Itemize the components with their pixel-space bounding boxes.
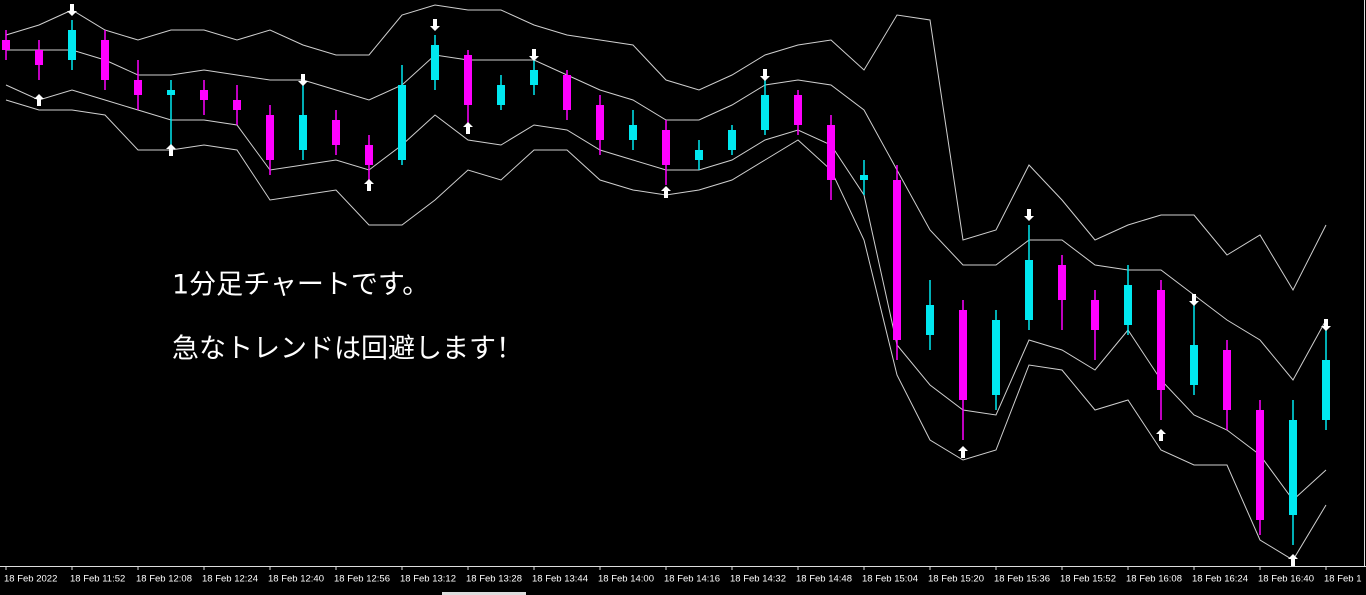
candle-body — [101, 40, 109, 80]
band-line — [5, 4, 1327, 292]
sell-arrow — [1189, 294, 1199, 306]
buy-arrow — [1156, 429, 1166, 441]
candle-body — [200, 90, 208, 100]
x-tick-label: 18 Feb 14:48 — [796, 574, 852, 585]
candle-body — [1157, 290, 1165, 390]
candle-body — [1289, 420, 1297, 515]
candle-body — [728, 130, 736, 150]
x-tick-label: 18 Feb 15:04 — [862, 574, 918, 585]
candle-body — [35, 50, 43, 65]
candle-body — [398, 85, 406, 160]
candle-body — [530, 70, 538, 85]
x-tick-label: 18 Feb 15:36 — [994, 574, 1050, 585]
candle-body — [332, 120, 340, 145]
candle-body — [68, 30, 76, 60]
candle-body — [233, 100, 241, 110]
x-tick-label: 18 Feb 13:44 — [532, 574, 588, 585]
candle-body — [431, 45, 439, 80]
buy-arrow — [661, 186, 671, 198]
candle-body — [1256, 410, 1264, 520]
candle-body — [662, 130, 670, 165]
x-tick-label: 18 Feb 16:40 — [1258, 574, 1314, 585]
sell-arrow — [1024, 209, 1034, 221]
candle-body — [563, 75, 571, 110]
sell-arrow — [529, 49, 539, 61]
annotation: 急なトレンドは回避します！ — [172, 334, 523, 365]
x-tick-label: 18 Feb 14:00 — [598, 574, 654, 585]
candle-body — [1223, 350, 1231, 410]
candle-body — [794, 95, 802, 125]
candle-body — [299, 115, 307, 150]
x-tick-label: 18 Feb 11:52 — [70, 574, 125, 585]
candle-body — [827, 125, 835, 180]
candle-body — [1124, 285, 1132, 325]
candle-body — [497, 85, 505, 105]
buy-arrow — [34, 94, 44, 106]
candle-body — [266, 115, 274, 160]
buy-arrow — [166, 144, 176, 156]
buy-arrow — [958, 446, 968, 458]
plot-area — [2, 4, 1331, 566]
candle-body — [134, 80, 142, 95]
x-tick-label: 18 Feb 16:24 — [1192, 574, 1248, 585]
x-tick-label: 18 Feb 12:24 — [202, 574, 258, 585]
candle-body — [893, 180, 901, 340]
x-tick-label: 18 Feb 2022 — [4, 574, 57, 585]
candle-body — [860, 175, 868, 180]
sell-arrow — [298, 74, 308, 86]
candle-body — [1091, 300, 1099, 330]
candle-body — [2, 40, 10, 50]
candle-body — [992, 320, 1000, 395]
buy-arrow — [1288, 554, 1298, 566]
x-tick-label: 18 Feb 15:52 — [1060, 574, 1116, 585]
candle-body — [1025, 260, 1033, 320]
sell-arrow — [430, 19, 440, 31]
candle-body — [761, 95, 769, 130]
candle-body — [629, 125, 637, 140]
x-tick-label: 18 Feb 14:32 — [730, 574, 786, 585]
scrollbar — [442, 592, 526, 595]
x-tick-label: 18 Feb 12:40 — [268, 574, 324, 585]
candle-body — [959, 310, 967, 400]
x-tick-label: 18 Feb 16:08 — [1126, 574, 1182, 585]
sell-arrow — [760, 69, 770, 81]
candle-body — [365, 145, 373, 165]
annotation: 1分足チャートです。 — [172, 270, 429, 301]
x-tick-label: 18 Feb 12:08 — [136, 574, 192, 585]
x-tick-label: 18 Feb 13:12 — [400, 574, 456, 585]
candle-body — [926, 305, 934, 335]
sell-arrow — [1321, 319, 1331, 331]
x-tick-label: 18 Feb 12:56 — [334, 574, 390, 585]
candle-body — [167, 90, 175, 95]
candle-body — [695, 150, 703, 160]
x-tick-label: 18 Feb 15:20 — [928, 574, 984, 585]
candle-body — [596, 105, 604, 140]
candle-body — [1190, 345, 1198, 385]
candle-body — [1322, 360, 1330, 420]
candle-body — [464, 55, 472, 105]
buy-arrow — [463, 122, 473, 134]
sell-arrow — [67, 4, 77, 16]
candle-body — [1058, 265, 1066, 300]
x-tick-label: 18 Feb 13:28 — [466, 574, 522, 585]
buy-arrow — [364, 179, 374, 191]
x-tick-label: 18 Feb 1 — [1324, 574, 1362, 585]
x-tick-label: 18 Feb 14:16 — [664, 574, 720, 585]
